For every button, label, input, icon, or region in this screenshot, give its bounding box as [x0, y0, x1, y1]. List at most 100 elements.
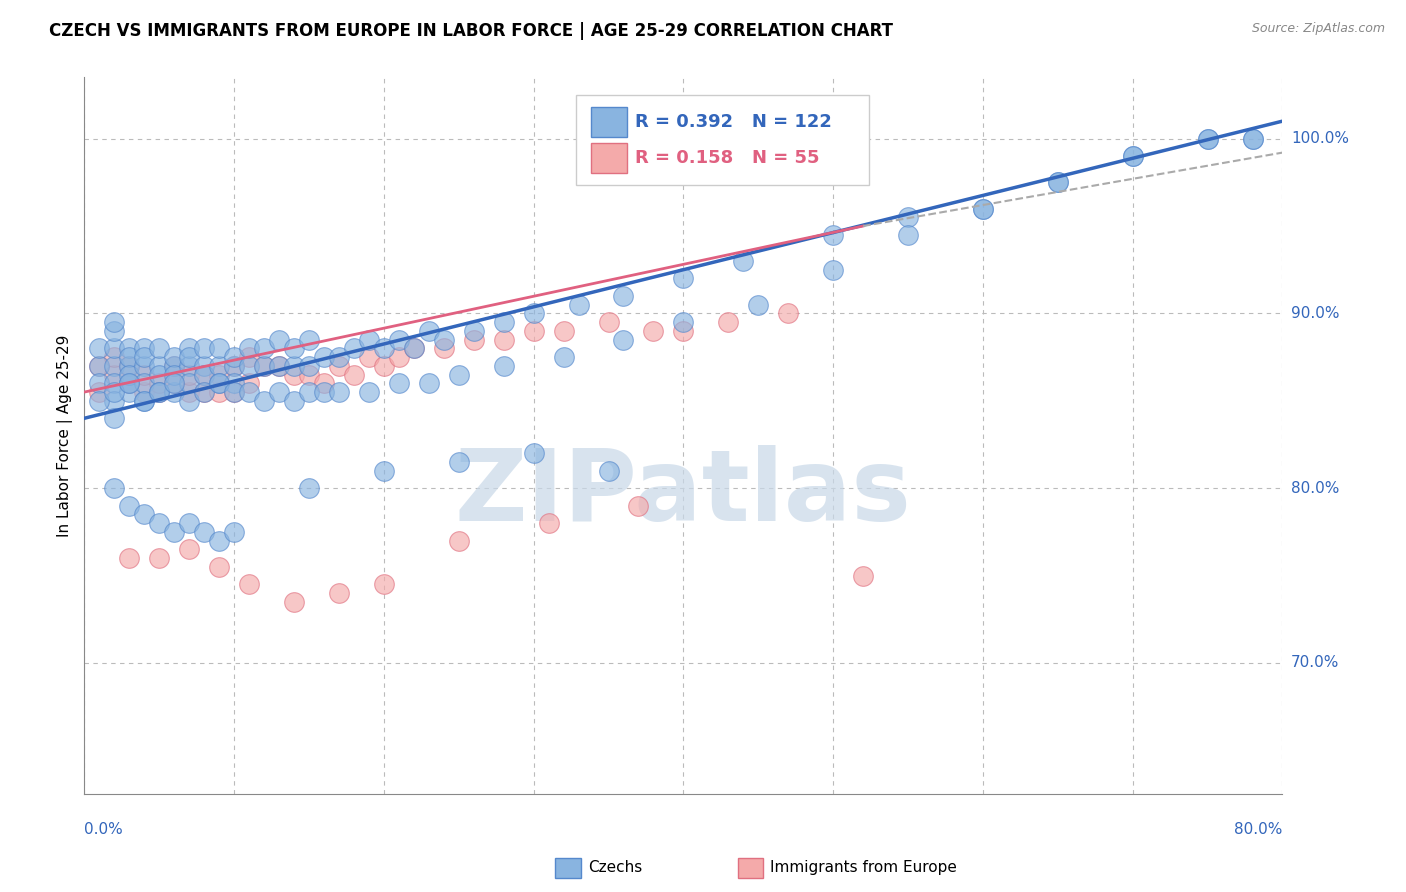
- Point: [823, 262, 845, 277]
- Point: [208, 385, 231, 400]
- Point: [238, 359, 260, 373]
- Point: [672, 315, 695, 329]
- Point: [778, 306, 800, 320]
- Point: [103, 368, 125, 382]
- Point: [179, 350, 201, 364]
- Point: [402, 342, 425, 356]
- Point: [298, 368, 321, 382]
- Text: 80.0%: 80.0%: [1291, 481, 1339, 496]
- Point: [283, 393, 305, 408]
- Point: [1046, 175, 1069, 189]
- Point: [118, 350, 141, 364]
- Point: [163, 350, 186, 364]
- Point: [672, 271, 695, 285]
- Text: ZIPatlas: ZIPatlas: [456, 444, 912, 541]
- Point: [523, 306, 546, 320]
- Point: [357, 350, 380, 364]
- Point: [238, 376, 260, 391]
- Point: [103, 385, 125, 400]
- Bar: [591, 107, 627, 136]
- Point: [179, 368, 201, 382]
- Text: Immigrants from Europe: Immigrants from Europe: [770, 861, 957, 875]
- Point: [388, 350, 411, 364]
- Text: CZECH VS IMMIGRANTS FROM EUROPE IN LABOR FORCE | AGE 25-29 CORRELATION CHART: CZECH VS IMMIGRANTS FROM EUROPE IN LABOR…: [49, 22, 893, 40]
- Point: [312, 350, 335, 364]
- Y-axis label: In Labor Force | Age 25-29: In Labor Force | Age 25-29: [58, 334, 73, 537]
- Point: [208, 533, 231, 548]
- Point: [193, 524, 215, 539]
- Point: [193, 342, 215, 356]
- Point: [222, 359, 245, 373]
- Point: [373, 359, 395, 373]
- Point: [179, 376, 201, 391]
- Point: [1241, 131, 1264, 145]
- Text: Source: ZipAtlas.com: Source: ZipAtlas.com: [1251, 22, 1385, 36]
- Point: [328, 385, 350, 400]
- Point: [373, 342, 395, 356]
- Point: [118, 376, 141, 391]
- Point: [433, 333, 456, 347]
- Text: 70.0%: 70.0%: [1291, 656, 1339, 671]
- Point: [89, 359, 111, 373]
- Point: [328, 586, 350, 600]
- Point: [222, 385, 245, 400]
- Point: [193, 368, 215, 382]
- Point: [418, 324, 440, 338]
- Point: [343, 368, 366, 382]
- Point: [1197, 131, 1219, 145]
- Point: [118, 551, 141, 566]
- Point: [357, 385, 380, 400]
- Point: [179, 342, 201, 356]
- Point: [463, 333, 485, 347]
- Point: [134, 385, 156, 400]
- Point: [492, 359, 515, 373]
- Text: 80.0%: 80.0%: [1234, 822, 1282, 837]
- Point: [283, 595, 305, 609]
- Point: [567, 298, 589, 312]
- Point: [357, 333, 380, 347]
- Point: [388, 376, 411, 391]
- Point: [193, 385, 215, 400]
- Point: [134, 342, 156, 356]
- Point: [253, 393, 276, 408]
- Point: [298, 333, 321, 347]
- Point: [598, 315, 620, 329]
- Point: [148, 385, 170, 400]
- Point: [134, 359, 156, 373]
- Point: [134, 368, 156, 382]
- Bar: [591, 143, 627, 173]
- Point: [298, 359, 321, 373]
- Point: [89, 385, 111, 400]
- Point: [492, 315, 515, 329]
- Point: [492, 333, 515, 347]
- Point: [103, 315, 125, 329]
- Point: [89, 376, 111, 391]
- Point: [193, 385, 215, 400]
- Point: [148, 385, 170, 400]
- Point: [118, 385, 141, 400]
- Point: [222, 359, 245, 373]
- Text: 100.0%: 100.0%: [1291, 131, 1348, 146]
- Point: [1122, 149, 1144, 163]
- Point: [208, 368, 231, 382]
- Point: [612, 333, 634, 347]
- Point: [1122, 149, 1144, 163]
- Text: 0.0%: 0.0%: [84, 822, 124, 837]
- Point: [118, 376, 141, 391]
- Point: [388, 333, 411, 347]
- Point: [222, 376, 245, 391]
- Point: [179, 393, 201, 408]
- Point: [238, 385, 260, 400]
- Point: [103, 376, 125, 391]
- Point: [89, 359, 111, 373]
- Point: [328, 359, 350, 373]
- Point: [134, 393, 156, 408]
- Point: [283, 342, 305, 356]
- Point: [553, 324, 575, 338]
- Point: [103, 411, 125, 425]
- Text: Czechs: Czechs: [588, 861, 643, 875]
- Point: [148, 359, 170, 373]
- Point: [852, 568, 875, 582]
- Point: [208, 359, 231, 373]
- Point: [312, 376, 335, 391]
